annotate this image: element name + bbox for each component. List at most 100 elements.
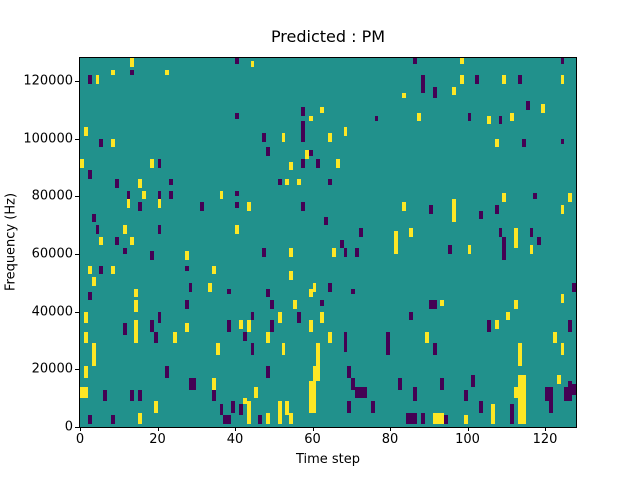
heatmap-cell	[184, 265, 189, 272]
heatmap-cell	[138, 412, 142, 425]
heatmap-cell	[560, 58, 565, 64]
heatmap-cell	[548, 401, 553, 413]
heatmap-cell	[153, 401, 158, 413]
y-tick-mark	[75, 311, 79, 313]
heatmap-cell	[432, 343, 437, 355]
heatmap-cell	[250, 311, 255, 321]
heatmap-cell	[397, 377, 402, 390]
heatmap-cell	[308, 392, 317, 413]
heatmap-cell	[122, 248, 127, 255]
heatmap-cell	[355, 386, 367, 399]
heatmap-cell	[250, 60, 255, 67]
heatmap-cell	[200, 202, 204, 211]
heatmap-cell	[111, 415, 115, 425]
heatmap-cell	[277, 179, 282, 185]
heatmap-cell	[517, 354, 522, 367]
heatmap-cell	[494, 320, 499, 329]
heatmap-cell	[111, 69, 115, 76]
heatmap-cell	[467, 245, 472, 255]
heatmap-cell	[289, 161, 294, 171]
y-tick-label: 0	[64, 419, 73, 435]
y-tick-label: 120000	[23, 73, 73, 89]
heatmap-cell	[250, 343, 255, 355]
heatmap-cell	[560, 138, 565, 145]
heatmap-cell	[428, 300, 437, 309]
heatmap-cell	[289, 248, 294, 257]
heatmap-cell	[111, 265, 115, 275]
y-tick-mark	[75, 254, 79, 256]
heatmap-cell	[331, 248, 336, 257]
heatmap-cell	[266, 147, 270, 156]
heatmap-cell	[87, 291, 92, 301]
heatmap-cell	[316, 158, 321, 168]
heatmap-cell	[459, 58, 464, 64]
heatmap-cell	[409, 311, 414, 321]
x-tick-mark	[545, 427, 546, 431]
heatmap-cell	[521, 138, 526, 148]
heatmap-cell	[514, 386, 526, 399]
heatmap-cell	[99, 236, 104, 246]
heatmap-cell	[134, 288, 139, 298]
heatmap-cell	[188, 377, 197, 390]
heatmap-cell	[153, 331, 158, 344]
y-tick-label: 80000	[31, 188, 73, 204]
heatmap-cell	[568, 320, 573, 332]
heatmap-cell	[479, 210, 483, 220]
heatmap-cell	[308, 380, 317, 393]
y-tick-label: 60000	[31, 246, 73, 262]
heatmap-cell	[130, 69, 135, 76]
heatmap-cell	[541, 104, 545, 113]
x-tick-label: 80	[381, 432, 399, 447]
heatmap-cell	[95, 225, 100, 234]
heatmap-cell	[285, 401, 290, 416]
heatmap-cell	[266, 366, 270, 378]
heatmap-cell	[386, 343, 390, 355]
heatmap-cell	[246, 401, 251, 425]
heatmap-cell	[297, 311, 301, 324]
heatmap-cell	[157, 199, 162, 208]
heatmap-cell	[293, 300, 297, 309]
heatmap-cell	[138, 202, 142, 211]
heatmap-cell	[502, 75, 507, 84]
heatmap-cell	[83, 331, 88, 344]
heatmap-cell	[157, 158, 162, 168]
heatmap-cell	[122, 225, 127, 234]
y-tick-mark	[75, 369, 79, 371]
heatmap-cell	[421, 75, 425, 93]
heatmap-cell	[486, 115, 491, 125]
heatmap-cell	[277, 311, 282, 324]
heatmap-cell	[355, 248, 359, 257]
heatmap-cell	[211, 377, 216, 390]
heatmap-cell	[510, 415, 514, 425]
heatmap-cell	[529, 228, 534, 237]
heatmap-cell	[424, 331, 429, 344]
heatmap-cell	[87, 75, 92, 84]
heatmap-cell	[157, 190, 162, 200]
heatmap-cell	[87, 170, 92, 180]
heatmap-cell	[351, 377, 356, 390]
x-tick-label: 20	[149, 432, 166, 447]
heatmap-cell	[490, 415, 495, 425]
x-tick-label: 100	[455, 432, 480, 447]
heatmap-cell	[91, 354, 96, 367]
heatmap-cell	[95, 75, 100, 84]
heatmap-cell	[537, 236, 542, 246]
heatmap-cell	[80, 158, 84, 168]
heatmap-cell	[320, 311, 325, 324]
heatmap-cell	[99, 265, 104, 275]
heatmap-cell	[211, 389, 216, 402]
heatmap-cell	[304, 150, 309, 159]
heatmap-cell	[258, 415, 263, 425]
heatmap-cell	[91, 277, 96, 286]
heatmap-cell	[238, 403, 243, 416]
heatmap-cell	[165, 69, 170, 76]
heatmap-cell	[328, 282, 332, 292]
heatmap-cell	[405, 412, 418, 425]
heatmap-cell	[475, 75, 480, 84]
heatmap-cell	[432, 412, 445, 425]
heatmap-cell	[207, 282, 212, 292]
heatmap-cell	[463, 415, 468, 425]
heatmap-cell	[227, 288, 232, 295]
x-tick-mark	[80, 427, 81, 431]
chart-title: Predicted : PM	[270, 27, 386, 46]
